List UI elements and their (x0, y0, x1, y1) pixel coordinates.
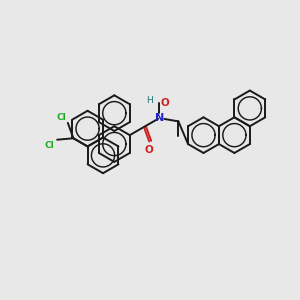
Text: O: O (145, 145, 154, 155)
Text: H: H (146, 96, 153, 105)
Text: O: O (160, 98, 169, 108)
Text: Cl: Cl (44, 141, 54, 150)
Text: Cl: Cl (57, 113, 66, 122)
Text: N: N (155, 113, 164, 123)
